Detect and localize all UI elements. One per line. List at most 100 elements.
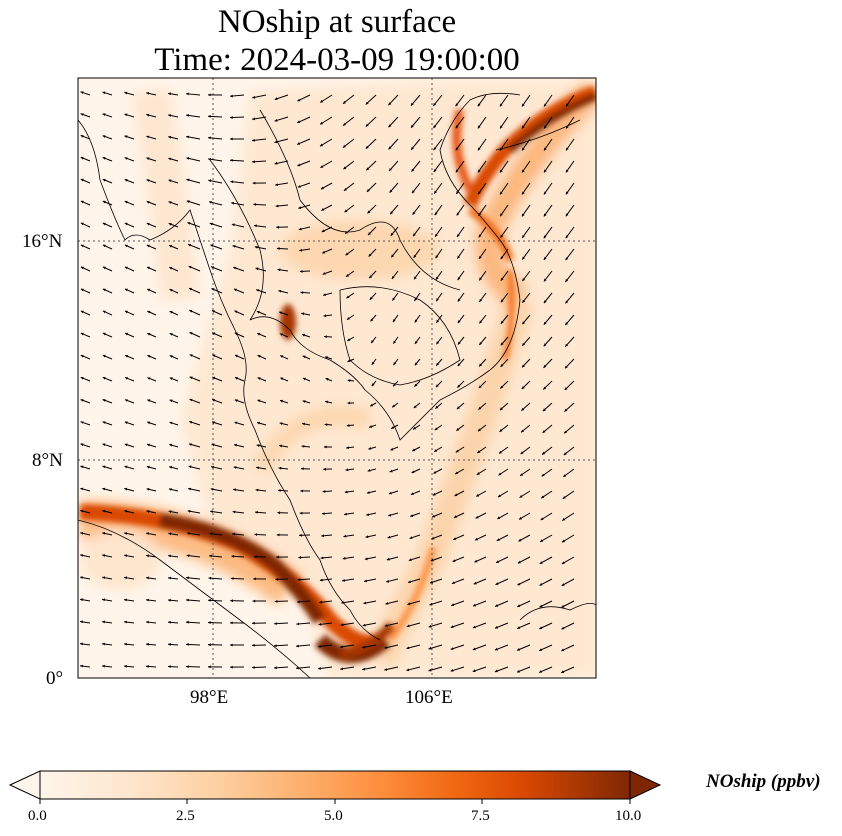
wind-vector-head [208, 598, 211, 602]
wind-vector-head [370, 403, 374, 407]
wind-vector-head [186, 157, 190, 160]
wind-vector-head [189, 398, 193, 402]
wind-vector-head [544, 125, 547, 129]
wind-vector-head [451, 581, 455, 584]
wind-vector-head [168, 223, 172, 226]
wind-vector-head [300, 489, 303, 493]
wind-vector-head [320, 556, 324, 560]
wind-vector-head [477, 125, 481, 129]
wind-vector-head [80, 642, 83, 646]
wind-vector-head [146, 576, 149, 580]
wind-vector-head [324, 335, 327, 339]
wind-vector-head [256, 289, 260, 292]
wind-vector-head [477, 147, 481, 151]
wind-vector-head [80, 421, 84, 424]
wind-vector-head [169, 377, 173, 380]
wind-vector-head [279, 422, 283, 425]
wind-vector-head [212, 376, 216, 380]
wind-vector-head [80, 113, 84, 116]
wind-vector-head [406, 624, 410, 628]
lon-tick-98e: 98°E [190, 687, 229, 708]
wind-vector-head [80, 509, 84, 513]
wind-vector-head [147, 288, 151, 292]
wind-vector-head [433, 103, 437, 106]
wind-vector-head [102, 399, 106, 402]
wind-vector-head [80, 531, 84, 535]
wind-vector-head [102, 421, 106, 424]
wind-vector-head [474, 559, 478, 563]
wind-vector-head [522, 364, 525, 368]
wind-vector-head [347, 401, 351, 405]
wind-vector-head [208, 157, 211, 161]
wind-vector-head [187, 222, 191, 225]
wind-vector-head [539, 604, 543, 608]
wind-vector-head [500, 299, 504, 303]
wind-vector-head [124, 620, 127, 624]
wind-vector-head [234, 399, 238, 402]
wind-vector-head [146, 532, 149, 535]
wind-vector-head [455, 103, 459, 107]
wind-vector-head [302, 355, 306, 359]
wind-vector-head [168, 92, 171, 96]
wind-vector-head [256, 444, 260, 447]
wind-vector-head [231, 554, 235, 558]
wind-vector-head [324, 423, 328, 426]
wind-vector-head [517, 582, 521, 586]
wind-vector-head [522, 299, 526, 303]
wind-vector-head [479, 277, 482, 281]
wind-vector-head [168, 665, 171, 668]
wind-vector-head [231, 223, 235, 227]
wind-vector-head [80, 399, 84, 402]
wind-vector-head [125, 399, 128, 402]
wind-vector-head [296, 666, 299, 670]
wind-vector-head [275, 204, 279, 208]
wind-vector-head [561, 604, 565, 608]
wind-vector-head [208, 136, 211, 140]
wind-vector-head [472, 669, 476, 673]
wind-vector-head [253, 577, 256, 581]
wind-vector-head [209, 222, 213, 226]
wind-vector-head [102, 288, 106, 292]
wind-vector-head [521, 386, 525, 389]
wind-vector-head [522, 125, 525, 129]
wind-vector-head [322, 490, 326, 493]
wind-vector-head [368, 447, 372, 450]
wind-vector-head [362, 645, 366, 649]
wind-vector-head [369, 296, 373, 300]
wind-vector-head [543, 343, 547, 347]
wind-vector-head [412, 211, 416, 215]
wind-vector-head [301, 445, 305, 448]
wind-vector-head [390, 447, 394, 451]
wind-vector-head [297, 98, 301, 102]
coastlines [78, 92, 596, 678]
wind-vector-head [497, 494, 501, 498]
wind-vector-head [169, 266, 173, 270]
wind-vector-head [500, 147, 503, 151]
wind-vector-head [517, 604, 521, 607]
wind-vector-head [297, 120, 301, 123]
wind-vector-head [298, 556, 302, 559]
wind-vector-head [125, 310, 128, 314]
wind-vector-head [453, 537, 457, 540]
wind-vector-head [565, 169, 569, 173]
wind-vector-head [299, 270, 303, 273]
wind-vector-head [414, 383, 418, 387]
wind-vector-head [233, 466, 237, 469]
wind-vector-head [80, 178, 84, 182]
wind-vector-head [208, 665, 211, 669]
wind-vector-head [414, 341, 418, 344]
lon-tick-106e: 106°E [405, 687, 453, 708]
wind-vector-head [539, 648, 543, 651]
wind-vector-head [80, 266, 84, 270]
wind-vector-head [472, 647, 476, 651]
wind-vector-head [168, 554, 171, 558]
wind-vector-head [340, 623, 344, 627]
wind-vector-head [543, 257, 547, 260]
wind-vector-head [498, 472, 502, 476]
colorbar-tick-2-5: 2.5 [176, 808, 195, 824]
wind-vector-head [124, 266, 128, 270]
wind-vector-head [102, 576, 105, 580]
wind-vector-head [230, 158, 233, 162]
wind-vector-head [562, 496, 566, 499]
